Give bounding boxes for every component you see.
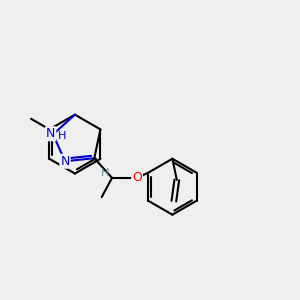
Text: O: O bbox=[132, 171, 142, 184]
Text: N: N bbox=[60, 155, 70, 168]
Text: H: H bbox=[101, 168, 110, 178]
Text: H: H bbox=[58, 131, 67, 141]
Text: N: N bbox=[46, 127, 56, 140]
